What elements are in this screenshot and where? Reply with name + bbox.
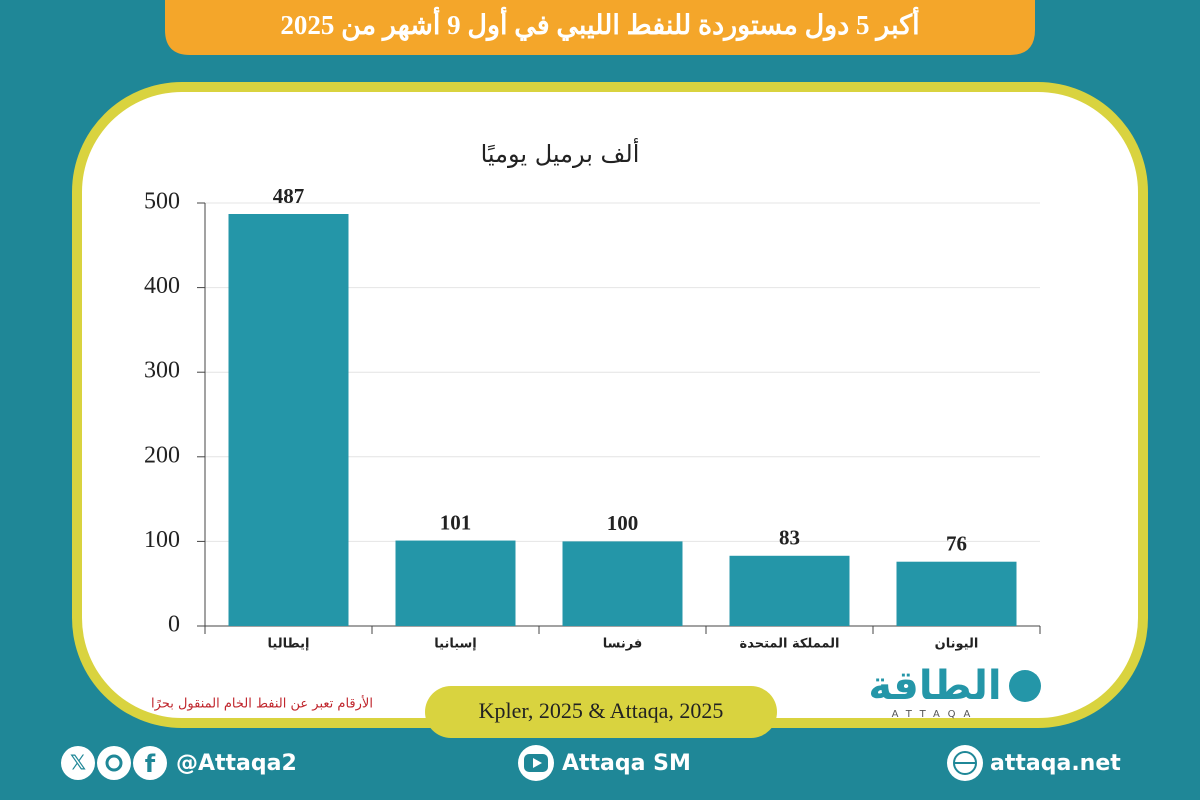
value-label: 76 [946, 532, 967, 556]
bar [228, 213, 349, 627]
value-label: 83 [779, 526, 800, 550]
y-tick-label: 300 [144, 358, 180, 384]
logo-latin: ATTAQA [892, 709, 979, 720]
x-icon [61, 746, 95, 780]
value-label: 100 [607, 511, 639, 535]
youtube-play [533, 758, 542, 768]
plot: 0 100 200 300 400 500 إيطاليا 487 إسبانيا 101 فرنس… [144, 184, 1041, 652]
note: الأرقام تعبر عن النفط الخام المنقول بحرً… [151, 695, 373, 712]
value-label: 487 [273, 184, 305, 208]
y-tick-label: 500 [144, 189, 180, 215]
x-tick-label: اليونان [935, 637, 979, 652]
youtube-handle: Attaqa SM [562, 751, 691, 776]
chart-title: أكبر 5 دول مستوردة للنفط الليبي في أول 9… [280, 7, 919, 42]
x-glyph: 𝕏 [70, 751, 86, 775]
footer: 𝕏 f @Attaqa2 Attaqa SM attaqa.net [61, 745, 1121, 781]
value-label: 101 [440, 510, 472, 534]
website: attaqa.net [990, 751, 1121, 776]
y-tick-label: 100 [144, 527, 180, 553]
logo-name: الطاقة [868, 663, 1001, 709]
x-tick-label: فرنسا [603, 637, 643, 652]
x-tick-label: إيطاليا [268, 637, 310, 652]
logo-icon [1009, 670, 1041, 702]
y-tick-label: 200 [144, 442, 180, 468]
bar [562, 541, 683, 626]
bar [729, 555, 850, 626]
facebook-glyph: f [145, 750, 156, 778]
instagram-glyph [105, 754, 123, 772]
title-bar [165, 0, 1035, 55]
unit-label: ألف برميل يوميًا [481, 138, 640, 168]
bar [395, 540, 516, 626]
source-pill [425, 686, 777, 738]
social-handle: @Attaqa2 [176, 751, 297, 776]
x-tick-label: إسبانيا [434, 637, 477, 652]
source: Kpler, 2025 & Attaqa, 2025 [479, 698, 724, 723]
y-tick-label: 0 [168, 612, 180, 638]
facebook-icon [133, 746, 167, 780]
instagram-icon [97, 746, 131, 780]
bar [896, 561, 1017, 626]
x-tick-label: المملكة المتحدة [740, 637, 840, 652]
y-tick-label: 400 [144, 273, 180, 299]
